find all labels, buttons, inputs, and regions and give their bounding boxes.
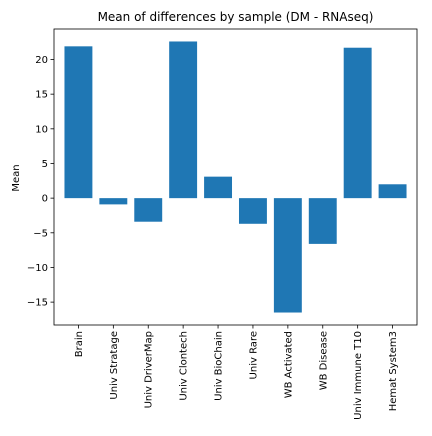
y-tick-label: 20 <box>35 55 48 66</box>
bar-univ-immune-t10 <box>343 47 372 199</box>
bar-univ-clontech <box>169 41 198 199</box>
bar-wb-activated <box>273 198 302 313</box>
bar-univ-rare <box>238 198 267 224</box>
x-tick-label: WB Disease <box>318 331 329 390</box>
bar-univ-stratage <box>99 198 128 205</box>
y-tick-label: 15 <box>35 90 48 101</box>
bars-layer <box>64 41 407 313</box>
bar-hemat-system3 <box>378 184 407 199</box>
x-axis-ticks: Brain Univ Stratage Univ DriverMap Univ Clo… <box>74 325 399 420</box>
x-tick-label: Univ Stratage <box>109 331 120 400</box>
x-tick-label: Univ DriverMap <box>144 331 155 408</box>
x-tick-label: WB Activated <box>283 331 294 398</box>
y-axis-label: Mean <box>11 164 22 191</box>
x-tick-label: Univ Rare <box>248 331 259 379</box>
bar-univ-biochain <box>204 176 233 199</box>
x-tick-label: Brain <box>74 331 85 357</box>
bar-univ-drivermap <box>134 198 163 222</box>
y-tick-label: 5 <box>42 159 48 170</box>
y-tick-label: −5 <box>33 228 48 239</box>
y-tick-label: 10 <box>35 124 48 135</box>
y-tick-label: −15 <box>27 298 48 309</box>
plot-frame <box>53 28 418 326</box>
y-tick-label: −10 <box>27 263 48 274</box>
x-tick-label: Hemat System3 <box>388 331 399 411</box>
x-tick-label: Univ Clontech <box>179 331 190 401</box>
y-axis-ticks: −15 −10 −5 0 5 10 15 20 <box>27 55 54 309</box>
chart-title: Mean of differences by sample (DM - RNAs… <box>98 10 374 24</box>
x-tick-label: Univ Immune T10 <box>353 331 364 420</box>
y-tick-label: 0 <box>42 194 48 205</box>
x-tick-label: Univ BioChain <box>214 331 225 401</box>
bar-brain <box>64 46 93 199</box>
bar-wb-disease <box>308 198 337 244</box>
